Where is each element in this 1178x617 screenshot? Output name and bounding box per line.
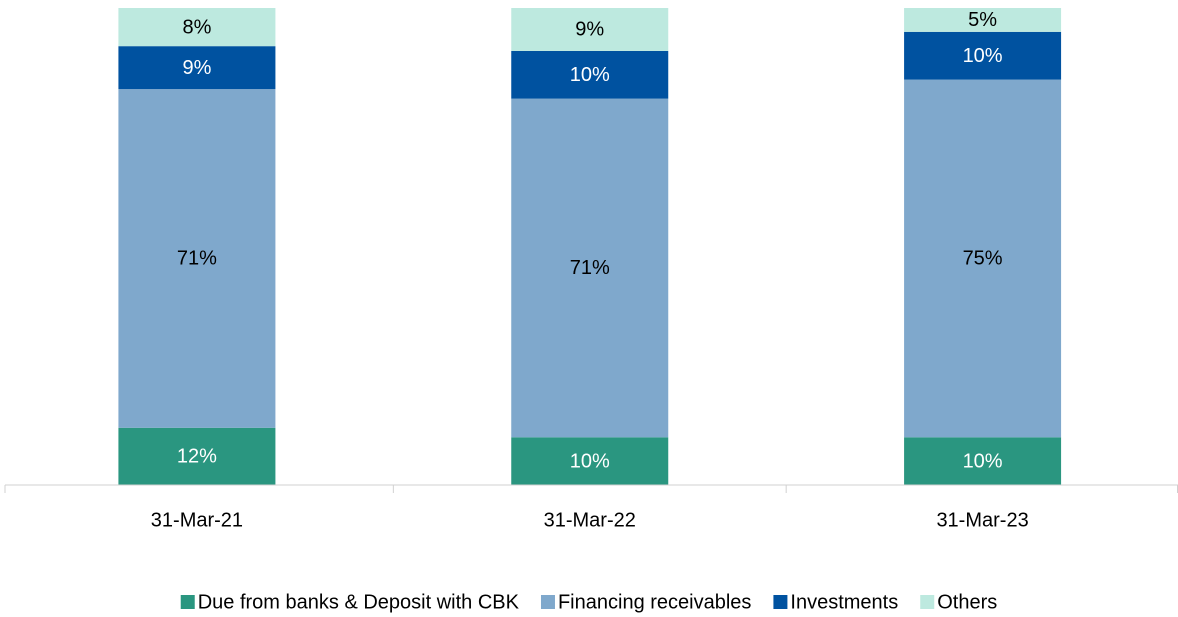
bar-segment [904,79,1062,438]
legend-swatch [773,595,788,609]
legend-swatch [180,595,195,609]
bar-segment [511,437,669,485]
bar-segment [904,31,1062,80]
bar-segment [118,46,276,90]
data-label: 9% [182,57,211,79]
legend-swatch [540,595,555,609]
bar-segment [511,98,669,438]
bar-segment [511,8,669,51]
data-label: 10% [570,64,610,86]
data-label: 12% [177,446,217,468]
bar-segment [118,427,276,485]
x-tick-label: 31-Mar-22 [544,509,636,531]
legend-label: Financing receivables [558,591,751,613]
data-label: 75% [963,248,1003,270]
bar-segment [904,8,1062,32]
data-label: 10% [570,450,610,472]
legend-label: Investments [790,591,898,613]
legend-label: Due from banks & Deposit with CBK [198,591,520,613]
data-label: 8% [182,16,211,38]
data-label: 71% [570,257,610,279]
bar-segment [511,50,669,99]
data-label: 10% [963,45,1003,67]
legend-label: Others [937,591,997,613]
bar-segment [904,437,1062,485]
data-label: 5% [968,9,997,31]
data-label: 10% [963,450,1003,472]
x-tick-label: 31-Mar-23 [936,509,1028,531]
x-tick-label: 31-Mar-21 [151,509,243,531]
data-label: 9% [575,19,604,41]
bar-segment [118,8,276,47]
bar-segment [118,89,276,428]
data-label: 71% [177,248,217,270]
legend-swatch [920,595,935,609]
